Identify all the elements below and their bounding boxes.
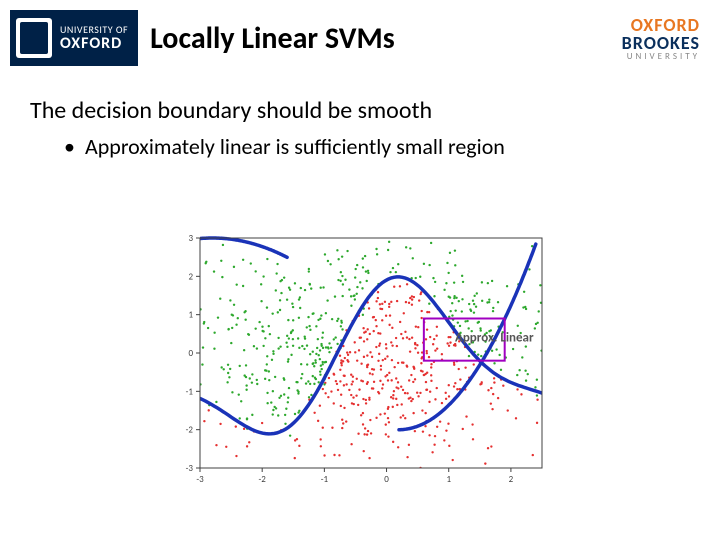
brookes-bottom: UNIVERSITY [622, 52, 700, 61]
svg-text:-2: -2 [186, 425, 194, 436]
body-text: The decision boundary should be smooth A… [0, 76, 720, 160]
brookes-mid: BROOKES [622, 34, 700, 52]
oxford-logo-text: UNIVERSITY OF OXFORD [60, 24, 128, 53]
svg-text:3: 3 [188, 233, 193, 244]
svg-text:Approx. Linear: Approx. Linear [455, 331, 534, 346]
svg-text:2: 2 [509, 474, 514, 485]
svg-text:2: 2 [188, 271, 193, 282]
bullet-1: Approximately linear is sufficiently sma… [30, 133, 690, 160]
scatter-chart: -3-2-1012-3-2-10123Approx. Linear-3-2-10… [170, 230, 550, 490]
main-statement: The decision boundary should be smooth [30, 96, 690, 125]
oxford-crest-icon [16, 18, 52, 58]
brookes-logo: OXFORD BROOKES UNIVERSITY [622, 16, 700, 61]
chart-svg: -3-2-1012-3-2-10123Approx. Linear-3-2-10… [170, 230, 550, 490]
slide-title: Locally Linear SVMs [138, 20, 622, 57]
svg-text:0: 0 [384, 474, 389, 485]
svg-text:1: 1 [188, 310, 193, 321]
svg-text:1: 1 [446, 474, 451, 485]
svg-text:-1: -1 [321, 474, 329, 485]
svg-text:-3: -3 [196, 474, 204, 485]
oxford-logo: UNIVERSITY OF OXFORD [10, 10, 138, 66]
svg-text:0: 0 [188, 348, 193, 359]
svg-text:-2: -2 [259, 474, 267, 485]
oxford-name: OXFORD [60, 35, 128, 53]
svg-text:-1: -1 [186, 386, 194, 397]
svg-text:-3: -3 [186, 463, 194, 474]
brookes-top: OXFORD [622, 16, 700, 34]
header: UNIVERSITY OF OXFORD Locally Linear SVMs… [0, 0, 720, 76]
